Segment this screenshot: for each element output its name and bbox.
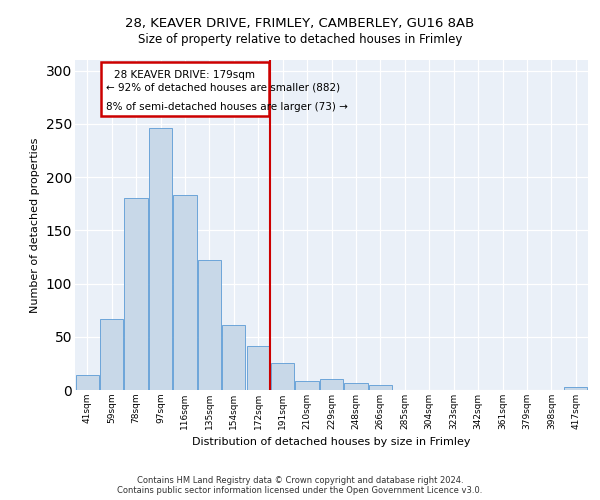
Text: 28, KEAVER DRIVE, FRIMLEY, CAMBERLEY, GU16 8AB: 28, KEAVER DRIVE, FRIMLEY, CAMBERLEY, GU… [125,18,475,30]
Bar [76,375,99,390]
Bar [198,260,221,390]
Bar [149,128,172,390]
Bar [564,387,587,390]
Text: 8% of semi-detached houses are larger (73) →: 8% of semi-detached houses are larger (7… [106,102,347,112]
Bar [247,346,270,390]
Bar [271,364,294,390]
Text: ← 92% of detached houses are smaller (882): ← 92% of detached houses are smaller (88… [106,82,340,92]
Bar [100,318,123,390]
Y-axis label: Number of detached properties: Number of detached properties [30,138,40,312]
FancyBboxPatch shape [101,62,269,116]
Bar [222,325,245,390]
Bar [124,198,148,390]
Text: Size of property relative to detached houses in Frimley: Size of property relative to detached ho… [138,32,462,46]
Bar [295,382,319,390]
Bar [320,380,343,390]
X-axis label: Distribution of detached houses by size in Frimley: Distribution of detached houses by size … [192,438,471,448]
Text: Contains public sector information licensed under the Open Government Licence v3: Contains public sector information licen… [118,486,482,495]
Bar [344,382,368,390]
Text: Contains HM Land Registry data © Crown copyright and database right 2024.: Contains HM Land Registry data © Crown c… [137,476,463,485]
Text: 28 KEAVER DRIVE: 179sqm: 28 KEAVER DRIVE: 179sqm [115,70,256,80]
Bar [369,384,392,390]
Bar [173,195,197,390]
